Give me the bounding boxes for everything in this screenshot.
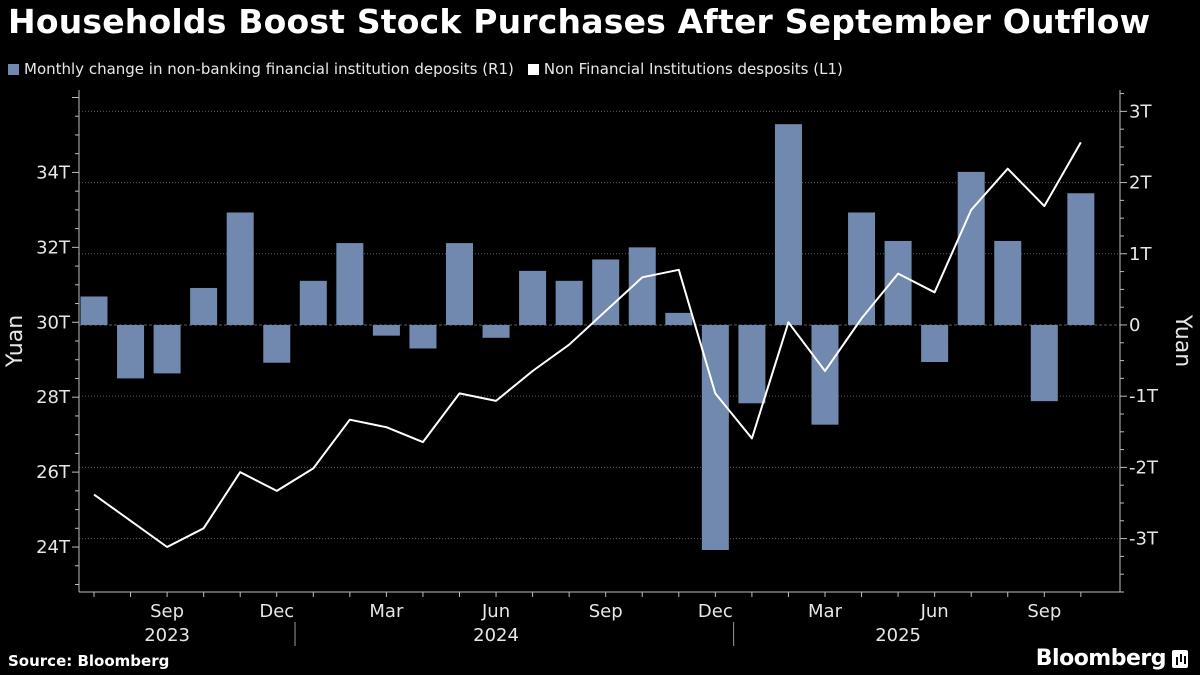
bloomberg-terminal-icon [1172,649,1188,668]
legend-label-deposits: Non Financial Institutions desposits (L1… [543,60,843,78]
bar-2025-09 [1030,324,1058,402]
left-axis-label: Yuan [3,315,28,368]
brand-name: Bloomberg [1035,646,1167,671]
bar-2024-09 [592,259,620,325]
x-tick-label-2025-03: Mar [808,601,843,622]
bar-2025-01 [738,324,766,404]
bar-2025-03 [811,324,839,425]
legend: Monthly change in non-banking financial … [8,60,857,78]
left-tick-label-34T: 34T [36,162,71,183]
bar-2024-03 [372,324,400,336]
year-label-2025: 2025 [875,625,921,646]
year-label-2023: 2023 [144,625,190,646]
left-tick-label-30T: 30T [36,312,71,333]
x-tick-label-2023-09: Sep [150,601,184,622]
axes [72,90,1127,646]
left-tick-label-24T: 24T [36,537,71,558]
legend-label-deposit-change: Monthly change in non-banking financial … [24,60,514,78]
bar-2023-10 [190,287,218,325]
legend-swatch-line [527,63,539,75]
right-tick-label--2T: -2T [1129,457,1159,478]
right-tick-label-1T: 1T [1129,244,1152,265]
right-tick-label-0: 0 [1129,315,1140,336]
right-tick-label--3T: -3T [1129,529,1159,550]
bar-2024-06 [482,324,510,338]
x-tick-label-2023-12: Dec [259,601,294,622]
source-note: Source: Bloomberg [8,652,170,670]
bar-2023-08 [117,324,145,379]
year-label-2024: 2024 [473,625,519,646]
bar-2024-08 [555,280,583,325]
right-tick-label-3T: 3T [1129,101,1152,122]
legend-swatch-bar [8,63,19,75]
x-tick-label-2025-06: Jun [920,601,949,622]
legend-item-deposit-change: Monthly change in non-banking financial … [8,60,514,78]
bar-2025-07 [957,171,985,325]
x-tick-label-2025-09: Sep [1027,601,1061,622]
chart-title: Households Boost Stock Purchases After S… [8,2,1151,41]
right-tick-label--1T: -1T [1129,386,1159,407]
x-tick-label-2024-09: Sep [589,601,623,622]
bar-2024-11 [665,312,693,325]
right-tick-label-2T: 2T [1129,173,1152,194]
line-series [93,141,1082,548]
bar-2023-07 [80,296,108,325]
axis-labels: 24T 26T 28T 30T 32T 34T Yuan -3T -2T -1T 0 1T 2T 3T Yu… [3,101,1195,646]
x-tick-label-2024-03: Mar [369,601,404,622]
bar-2025-08 [994,240,1022,325]
left-tick-label-26T: 26T [36,462,71,483]
bar-2023-12 [263,324,291,363]
x-tick-label-2024-06: Jun [481,601,510,622]
bloomberg-logo: Bloomberg [1036,646,1188,671]
bar-series [80,124,1095,550]
bar-2025-02 [774,124,802,325]
bar-2025-10 [1067,193,1095,325]
bar-2025-05 [884,240,912,325]
legend-item-deposits: Non Financial Institutions desposits (L1… [527,60,843,78]
bar-2024-04 [409,324,437,349]
bar-2023-11 [226,212,254,325]
bar-2024-07 [519,270,547,325]
bar-2024-05 [446,243,473,325]
bar-2023-09 [153,324,181,374]
x-tick-label-2024-12: Dec [698,601,733,622]
left-tick-label-28T: 28T [36,387,71,408]
deposits-line [93,141,1082,548]
bar-2025-06 [921,324,949,363]
left-tick-label-32T: 32T [36,237,71,258]
right-axis-label: Yuan [1170,314,1195,367]
bar-2024-01 [299,280,327,325]
bar-2024-02 [336,243,364,325]
